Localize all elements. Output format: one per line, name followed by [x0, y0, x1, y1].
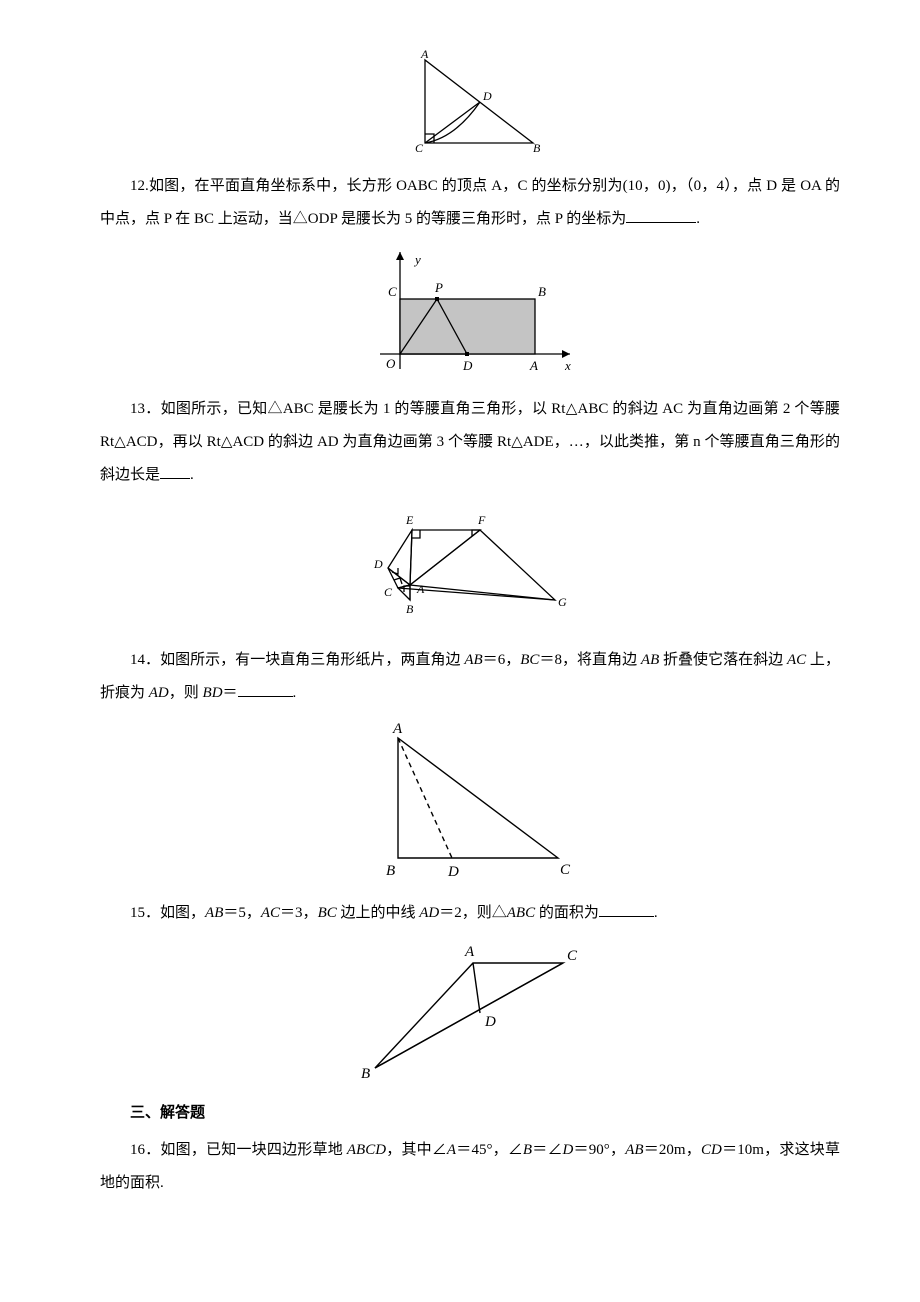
question-12: 12.如图，在平面直角坐标系中，长方形 OABC 的顶点 A，C 的坐标分别为(… — [100, 170, 840, 236]
q15-text-f: 的面积为 — [535, 905, 599, 921]
figure-12: y C P B O D A x — [100, 244, 840, 379]
fig13-label-B: B — [406, 602, 414, 616]
q14-BD: BD — [203, 685, 223, 701]
q15-AC: AC — [261, 905, 280, 921]
fig14-label-C: C — [560, 862, 571, 878]
question-15: 15．如图，AB＝5，AC＝3，BC 边上的中线 AD＝2，则△ABC 的面积为… — [100, 897, 840, 930]
q16-D: D — [563, 1142, 574, 1158]
fig13-label-D: D — [373, 557, 383, 571]
q14-AD: AD — [149, 685, 169, 701]
q14-text-b: ＝6， — [483, 652, 521, 668]
q16-CD: CD — [701, 1142, 722, 1158]
fig13-label-F: F — [477, 513, 486, 527]
q15-num: 15． — [130, 905, 160, 921]
fig13-label-E: E — [405, 513, 414, 527]
q15-AB: AB — [205, 905, 223, 921]
q13-text-a: 如图所示，已知△ABC 是腰长为 1 的等腰直角三角形，以 Rt△ABC 的斜边… — [100, 401, 840, 483]
fig12-label-O: O — [386, 356, 396, 371]
q16-A: A — [447, 1142, 456, 1158]
q15-text-e: ＝2，则△ — [439, 905, 507, 921]
section-3-heading: 三、解答题 — [100, 1097, 840, 1130]
q15-text-b: ＝5， — [223, 905, 261, 921]
figure-15: A C D B — [100, 938, 840, 1083]
question-14: 14．如图所示，有一块直角三角形纸片，两直角边 AB＝6，BC＝8，将直角边 A… — [100, 644, 840, 710]
fig12-label-A: A — [529, 358, 538, 373]
fig11-label-B: B — [533, 141, 541, 155]
figure-14: A B D C — [100, 718, 840, 883]
q15-BC: BC — [318, 905, 337, 921]
q15-text-c: ＝3， — [280, 905, 318, 921]
q16-text-f: ＝20m， — [644, 1142, 702, 1158]
fig11-label-C: C — [415, 141, 424, 155]
q12-blank — [626, 207, 696, 223]
question-16: 16．如图，已知一块四边形草地 ABCD，其中∠A＝45°，∠B＝∠D＝90°，… — [100, 1134, 840, 1200]
fig11-label-A: A — [420, 48, 429, 61]
q14-text-g: ＝ — [223, 685, 238, 701]
q13-num: 13． — [130, 401, 161, 417]
q14-num: 14． — [130, 652, 160, 668]
fig13-label-C: C — [384, 585, 393, 599]
q14-blank — [238, 681, 293, 697]
q15-ABC: ABC — [507, 905, 535, 921]
fig12-label-y: y — [413, 252, 421, 267]
q15-text-a: 如图， — [160, 905, 205, 921]
q16-text-b: ，其中∠ — [386, 1142, 447, 1158]
question-13: 13．如图所示，已知△ABC 是腰长为 1 的等腰直角三角形，以 Rt△ABC … — [100, 393, 840, 492]
fig12-label-P: P — [434, 280, 443, 295]
q14-text-h: . — [293, 685, 297, 701]
figure-13: A B C D E F G — [100, 500, 840, 630]
q16-num: 16． — [130, 1142, 160, 1158]
fig14-label-A: A — [392, 721, 403, 737]
q13-text-b: . — [190, 467, 194, 483]
fig13-label-G: G — [558, 595, 567, 609]
fig12-label-B: B — [538, 284, 546, 299]
q12-text-b: . — [696, 211, 700, 227]
fig11-label-D: D — [482, 89, 492, 103]
q14-AB1: AB — [464, 652, 482, 668]
q14-text-a: 如图所示，有一块直角三角形纸片，两直角边 — [160, 652, 464, 668]
fig15-label-D: D — [484, 1014, 496, 1030]
fig12-label-D: D — [462, 358, 473, 373]
q16-text-d: ＝∠ — [532, 1142, 562, 1158]
q15-text-g: . — [654, 905, 658, 921]
q16-text-c: ＝45°，∠ — [456, 1142, 523, 1158]
q12-text-a: 如图，在平面直角坐标系中，长方形 OABC 的顶点 A，C 的坐标分别为(10，… — [100, 178, 840, 227]
q13-blank — [160, 463, 190, 479]
fig12-label-x: x — [564, 358, 571, 373]
q16-ABCD: ABCD — [347, 1142, 386, 1158]
q16-text-a: 如图，已知一块四边形草地 — [160, 1142, 346, 1158]
q15-text-d: 边上的中线 — [337, 905, 420, 921]
q15-AD: AD — [419, 905, 439, 921]
fig12-label-C: C — [388, 284, 397, 299]
q14-BC: BC — [520, 652, 539, 668]
q16-B: B — [523, 1142, 532, 1158]
fig13-label-A: A — [416, 582, 425, 596]
figure-11: A D C B — [100, 48, 840, 156]
q14-AC: AC — [787, 652, 806, 668]
fig15-label-C: C — [567, 948, 578, 964]
q14-text-d: 折叠使它落在斜边 — [659, 652, 787, 668]
q14-text-c: ＝8，将直角边 — [539, 652, 640, 668]
fig15-label-B: B — [361, 1066, 370, 1082]
q16-text-e: ＝90°， — [573, 1142, 625, 1158]
q14-text-f: ，则 — [169, 685, 203, 701]
q15-blank — [599, 901, 654, 917]
q14-AB2: AB — [641, 652, 659, 668]
q16-AB: AB — [625, 1142, 643, 1158]
fig15-label-A: A — [464, 944, 475, 960]
fig14-label-D: D — [447, 864, 459, 880]
q12-num: 12. — [130, 178, 149, 194]
fig14-label-B: B — [386, 863, 395, 879]
